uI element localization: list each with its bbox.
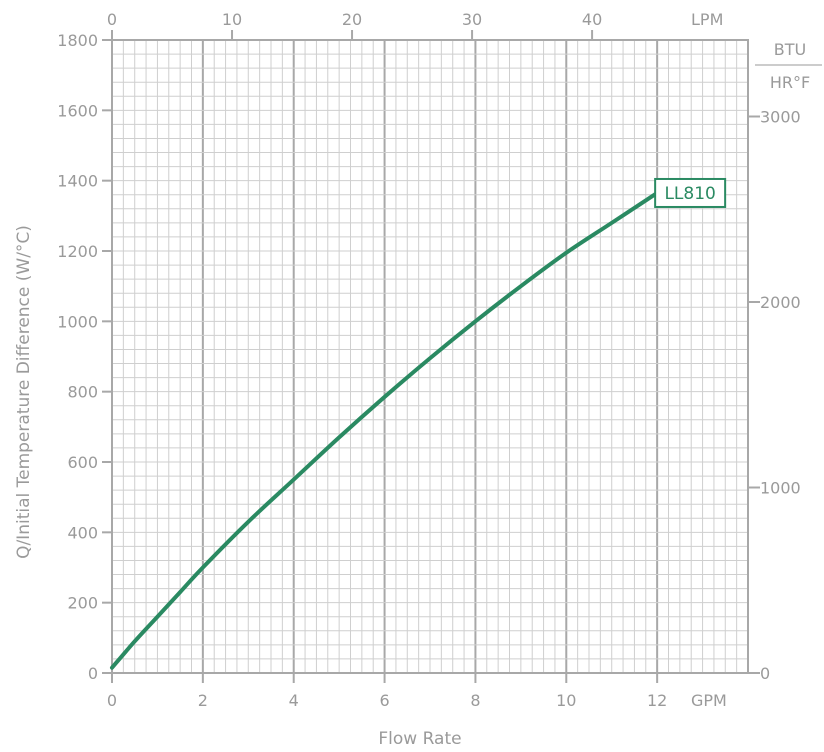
- series-line-ll810: [110, 190, 660, 670]
- plot-border: [111, 39, 749, 674]
- right-tick-label: 3000: [760, 107, 801, 126]
- y-tick-label: 200: [67, 594, 98, 613]
- y-tick-label: 0: [88, 664, 98, 683]
- x-tick-label: 10: [556, 691, 576, 710]
- y-tick-label: 600: [67, 453, 98, 472]
- right-tick-label: 0: [760, 664, 770, 683]
- y-tick-label: 800: [67, 383, 98, 402]
- y-tick-label: 1600: [57, 101, 98, 120]
- y-tick-label: 1000: [57, 312, 98, 331]
- top-tick-label: 10: [222, 10, 242, 29]
- right-axis-unit-numerator: BTU: [774, 40, 806, 59]
- plot-frame: [111, 39, 749, 674]
- series-label-box: [654, 177, 727, 208]
- series-label: LL810: [664, 184, 715, 204]
- top-axis: 0 10 20 30 40: [107, 10, 602, 40]
- y-tick-label: 1200: [57, 242, 98, 261]
- y-axis-title: Q/Initial Temperature Difference (W/°C): [14, 225, 34, 559]
- x-axis-title: Flow Rate: [378, 729, 461, 749]
- top-tick-label: 0: [107, 10, 117, 29]
- top-axis-unit: LPM: [691, 10, 723, 29]
- x-tick-label: 12: [647, 691, 667, 710]
- x-tick-label: 6: [379, 691, 389, 710]
- right-axis-unit-denominator: HR°F: [770, 73, 810, 92]
- x-tick-label: 0: [107, 691, 117, 710]
- top-tick-label: 30: [462, 10, 482, 29]
- right-tick-label: 1000: [760, 478, 801, 497]
- x-tick-label: 8: [470, 691, 480, 710]
- y-tick-label: 1400: [57, 172, 98, 191]
- x-tick-label: 2: [198, 691, 208, 710]
- bottom-axis: 0 2 4 6 8 10 12: [107, 673, 667, 710]
- top-tick-label: 20: [342, 10, 362, 29]
- series-layer: LL810: [110, 177, 727, 670]
- x-unit-label: GPM: [691, 691, 727, 710]
- right-axis: 0 1000 2000 3000: [748, 107, 801, 683]
- right-tick-label: 2000: [760, 293, 801, 312]
- y-tick-label: 1800: [57, 31, 98, 50]
- y-tick-label: 400: [67, 523, 98, 542]
- left-axis: 0 200 400 600 800 1000 1200 1400 1600 1800: [57, 31, 112, 683]
- x-tick-label: 4: [289, 691, 299, 710]
- grid: [111, 39, 749, 674]
- top-tick-label: 40: [582, 10, 602, 29]
